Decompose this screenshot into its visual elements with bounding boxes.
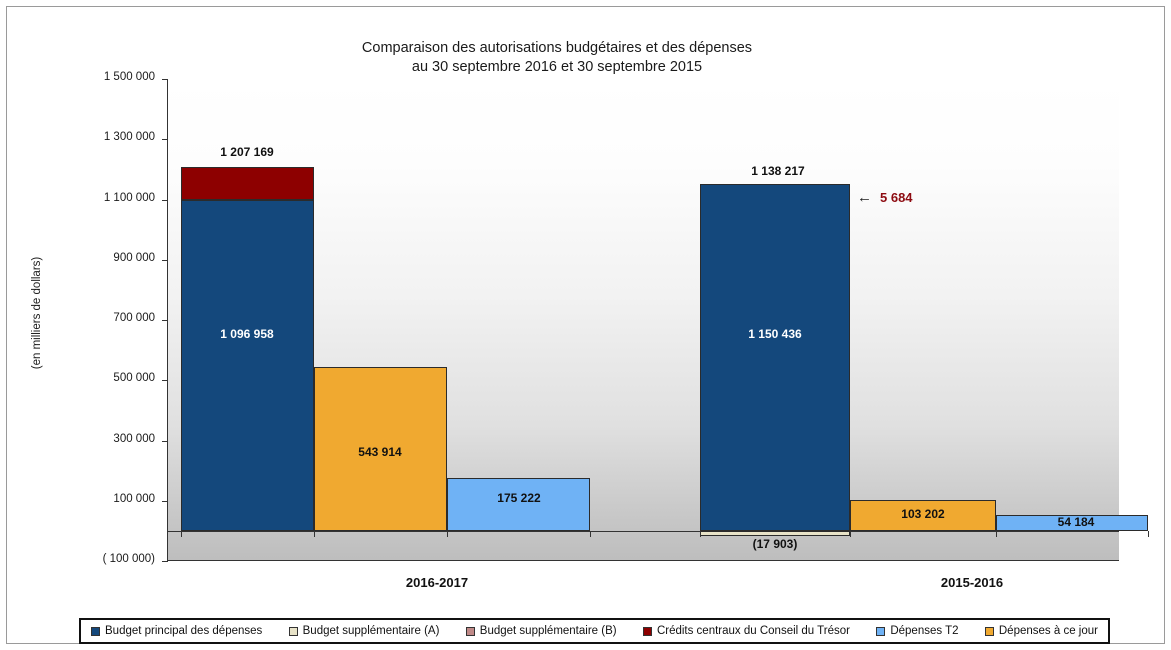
x-axis-tick-mark xyxy=(181,530,182,537)
legend-item[interactable]: Budget supplémentaire (B) xyxy=(465,625,617,637)
y-axis-tick-label: 700 000 xyxy=(113,312,155,324)
y-axis-tick-mark xyxy=(162,500,168,502)
legend-swatch xyxy=(876,626,886,636)
data-label-depenses-a-ce-jour-2015-2016: 103 202 xyxy=(901,507,945,522)
legend-swatch xyxy=(465,626,475,636)
x-axis-tick-mark xyxy=(1148,530,1149,537)
chart-container: Comparaison des autorisations budgétaire… xyxy=(6,6,1165,644)
y-axis-tick-mark xyxy=(162,259,168,261)
bar-segment xyxy=(996,514,1148,531)
arrow-left-icon: ← xyxy=(857,188,872,206)
bar-segment xyxy=(700,184,850,531)
x-axis-tick-mark xyxy=(850,530,851,537)
legend-swatch xyxy=(288,626,298,636)
legend-item[interactable]: Crédits centraux du Conseil du Trésor xyxy=(642,625,850,637)
bar-segment xyxy=(447,478,590,531)
y-axis-tick-label: 500 000 xyxy=(113,372,155,385)
data-label-total-2015-2016: 1 138 217 xyxy=(751,163,805,178)
x-axis-tick-mark xyxy=(996,530,997,537)
chart-title-line-1: Comparaison des autorisations budgétaire… xyxy=(361,40,753,56)
y-axis-tick-label: 1 500 000 xyxy=(103,71,155,83)
bar-segment xyxy=(850,499,996,531)
y-axis-title: (en milliers de dollars) xyxy=(31,256,43,370)
legend-swatch xyxy=(984,626,994,636)
bar-segment xyxy=(700,530,850,537)
y-axis-tick-mark xyxy=(162,561,168,562)
y-axis-tick-label: 300 000 xyxy=(113,432,155,445)
bar-segment xyxy=(181,167,314,201)
legend-item[interactable]: Dépenses T2 xyxy=(876,625,959,637)
legend-label: Crédits centraux du Conseil du Trésor xyxy=(656,625,850,637)
chart-legend: Budget principal des dépenses Budget supp… xyxy=(79,618,1110,644)
y-axis-tick-mark xyxy=(162,79,168,80)
y-axis-tick-mark xyxy=(162,139,168,141)
x-axis-tick-mark xyxy=(447,530,448,537)
data-label-supp-a-2015-2016: (17 903) xyxy=(752,537,798,552)
x-axis-tick-mark xyxy=(700,530,701,537)
x-axis-tick-mark xyxy=(314,530,315,537)
data-label-depenses-t2-2016-2017: 175 222 xyxy=(497,491,541,506)
legend-label: Budget principal des dépenses xyxy=(105,625,263,637)
data-label-depenses-a-ce-jour-2016-2017: 543 914 xyxy=(358,444,402,459)
y-axis-tick-label: 900 000 xyxy=(113,251,155,264)
data-label-main-2015-2016: 1 150 436 xyxy=(748,327,802,342)
x-axis-category-label: 2016-2017 xyxy=(405,575,469,590)
chart-title-line-2: au 30 septembre 2016 et 30 septembre 201… xyxy=(411,59,703,75)
legend-label: Budget supplémentaire (A) xyxy=(302,625,440,637)
legend-swatch xyxy=(91,626,100,636)
legend-item[interactable]: Dépenses à ce jour xyxy=(984,625,1098,637)
y-axis-tick-mark xyxy=(162,380,168,382)
y-axis-tick-mark xyxy=(162,199,168,201)
y-axis-tick-label: 100 000 xyxy=(113,492,155,505)
chart-title: Comparaison des autorisations budgétaire… xyxy=(7,39,1107,77)
legend-swatch xyxy=(642,626,652,636)
data-label-depenses-t2-2015-2016: 54 184 xyxy=(1057,514,1095,529)
annotation-value: 5 684 xyxy=(880,189,913,205)
y-axis-tick-mark xyxy=(162,440,168,442)
data-label-total-2016-2017: 1 207 169 xyxy=(220,145,274,160)
annotation-credits-centraux: ← 5 684 xyxy=(857,189,913,206)
plot-area: 1 207 169 1 096 958 543 914 175 222 1 138 21… xyxy=(162,79,1149,562)
y-axis-tick-label: 1 300 000 xyxy=(103,131,155,144)
y-axis-tick-label: 1 100 000 xyxy=(103,191,155,204)
y-axis-tick-mark xyxy=(162,320,168,321)
legend-item[interactable]: Budget principal des dépenses xyxy=(91,625,262,637)
bar-segment xyxy=(181,200,314,531)
zero-baseline xyxy=(168,530,1119,532)
data-label-main-2016-2017: 1 096 958 xyxy=(220,327,274,342)
legend-label: Dépenses T2 xyxy=(890,625,959,637)
legend-label: Budget supplémentaire (B) xyxy=(479,625,617,637)
plot-inner: 1 207 169 1 096 958 543 914 175 222 1 138 21… xyxy=(162,79,1149,562)
legend-label: Dépenses à ce jour xyxy=(998,625,1098,637)
x-axis-category-label: 2015-2016 xyxy=(940,575,1004,590)
x-axis-tick-mark xyxy=(590,530,591,537)
bar-segment xyxy=(314,367,447,531)
legend-item[interactable]: Budget supplémentaire (A) xyxy=(288,625,440,637)
y-axis-tick-label: ( 100 000) xyxy=(102,553,155,565)
